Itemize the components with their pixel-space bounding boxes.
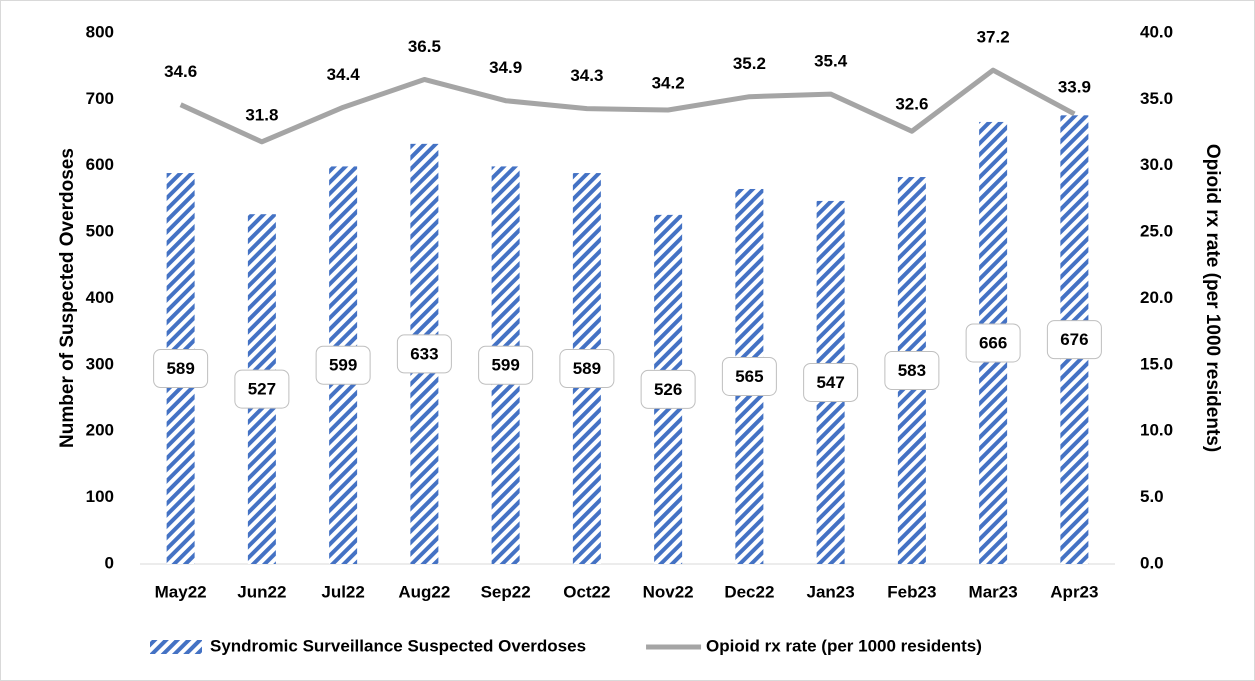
legend-label: Opioid rx rate (per 1000 residents): [706, 636, 982, 655]
line-label: 35.2: [733, 54, 766, 73]
data-label-box: [153, 349, 209, 389]
line-label: 36.5: [408, 37, 441, 56]
y-tick-label: 300: [86, 354, 114, 373]
data-label-box: [396, 334, 452, 374]
y2-tick-label: 0.0: [1140, 553, 1164, 572]
y2-tick-label: 15.0: [1140, 354, 1173, 373]
data-label: 599: [491, 356, 519, 375]
y-tick-label: 0: [105, 553, 114, 572]
y-tick-label: 400: [86, 288, 114, 307]
line: [179, 67, 1076, 145]
y-tick-label: 100: [86, 487, 114, 506]
y-tick-label: 800: [86, 22, 114, 41]
data-label: 599: [329, 356, 357, 375]
data-label: 547: [816, 373, 844, 392]
line-label: 34.9: [489, 58, 522, 77]
data-label: 527: [248, 380, 276, 399]
x-tick-label: Jun22: [237, 582, 286, 601]
line-label: 34.2: [652, 73, 685, 92]
y2-tick-label: 5.0: [1140, 487, 1164, 506]
x-tick-label: Oct22: [563, 582, 610, 601]
data-label-box: [803, 362, 859, 402]
data-label: 589: [573, 359, 601, 378]
y-tick-label: 600: [86, 155, 114, 174]
data-label-box: [721, 356, 777, 396]
y-tick-label: 200: [86, 421, 114, 440]
data-label-box: [559, 349, 615, 389]
y2-tick-label: 35.0: [1140, 89, 1173, 108]
data-label: 589: [166, 359, 194, 378]
line-label: 32.6: [895, 95, 928, 114]
x-tick-label: Sep22: [481, 582, 531, 601]
y2-tick-label: 10.0: [1140, 421, 1173, 440]
line-label: 35.4: [814, 52, 848, 71]
line-label: 34.3: [570, 66, 603, 85]
x-tick-label: Apr23: [1050, 582, 1098, 601]
y2-tick-label: 25.0: [1140, 222, 1173, 241]
line-label: 33.9: [1058, 77, 1091, 96]
data-label-box: [965, 323, 1021, 363]
y-tick-label: 700: [86, 89, 114, 108]
data-label-box: [478, 345, 534, 385]
y2-tick-label: 20.0: [1140, 288, 1173, 307]
data-label-box: [234, 369, 290, 409]
data-label: 633: [410, 344, 438, 363]
data-label: 565: [735, 367, 763, 386]
data-label: 583: [898, 361, 926, 380]
x-tick-label: Dec22: [724, 582, 774, 601]
line-label: 34.4: [327, 65, 361, 84]
x-tick-label: Mar23: [969, 582, 1018, 601]
legend-label: Syndromic Surveillance Suspected Overdos…: [210, 636, 586, 655]
x-tick-label: Nov22: [643, 582, 694, 601]
legend-swatch: [150, 640, 202, 654]
data-label: 526: [654, 380, 682, 399]
line-label: 37.2: [977, 28, 1010, 47]
y2-axis-title: Opioid rx rate (per 1000 residents): [1202, 144, 1223, 452]
x-tick-label: Feb23: [887, 582, 936, 601]
y-tick-label: 500: [86, 222, 114, 241]
x-tick-label: Aug22: [398, 582, 450, 601]
data-label-box: [1046, 320, 1102, 360]
data-label-box: [640, 369, 696, 409]
x-tick-label: Jul22: [321, 582, 364, 601]
data-label-box: [884, 351, 940, 391]
y-axis-title: Number of Suspected Overdoses: [57, 148, 78, 448]
data-label-box: [315, 345, 371, 385]
y2-tick-label: 40.0: [1140, 22, 1173, 41]
y2-tick-label: 30.0: [1140, 155, 1173, 174]
x-tick-label: May22: [155, 582, 207, 601]
line-label: 34.6: [164, 62, 197, 81]
data-label: 676: [1060, 330, 1088, 349]
data-label: 666: [979, 333, 1007, 352]
line-label: 31.8: [245, 105, 278, 124]
x-tick-label: Jan23: [807, 582, 855, 601]
